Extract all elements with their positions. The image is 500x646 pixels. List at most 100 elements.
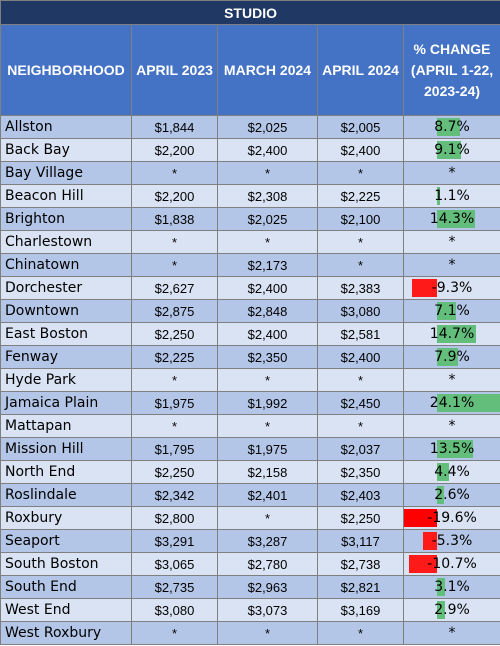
april-2023-cell[interactable]: $3,065 bbox=[131, 552, 218, 576]
percent-change-cell[interactable]: * bbox=[402, 253, 500, 277]
percent-change-cell[interactable]: -9.3% bbox=[402, 276, 500, 300]
april-2023-cell[interactable]: * bbox=[131, 161, 218, 185]
percent-change-cell[interactable]: 14.3% bbox=[402, 207, 500, 231]
april-2024-cell[interactable]: * bbox=[317, 161, 404, 185]
march-2024-cell[interactable]: $2,400 bbox=[217, 322, 318, 346]
april-2023-cell[interactable]: $2,200 bbox=[131, 184, 218, 208]
april-2023-cell[interactable]: $2,250 bbox=[131, 322, 218, 346]
neighborhood-cell[interactable]: West Roxbury bbox=[0, 621, 132, 645]
percent-change-cell[interactable]: 7.9% bbox=[402, 345, 500, 369]
header-neighborhood[interactable]: NEIGHBORHOOD bbox=[0, 24, 132, 116]
april-2023-cell[interactable]: $2,200 bbox=[131, 138, 218, 162]
april-2024-cell[interactable]: * bbox=[317, 621, 404, 645]
percent-change-cell[interactable]: -19.6% bbox=[402, 506, 500, 530]
april-2024-cell[interactable]: $2,400 bbox=[317, 345, 404, 369]
april-2023-cell[interactable]: $1,975 bbox=[131, 391, 218, 415]
percent-change-cell[interactable]: 4.4% bbox=[402, 460, 500, 484]
march-2024-cell[interactable]: $2,963 bbox=[217, 575, 318, 599]
percent-change-cell[interactable]: 9.1% bbox=[402, 138, 500, 162]
march-2024-cell[interactable]: $2,025 bbox=[217, 207, 318, 231]
percent-change-cell[interactable]: * bbox=[402, 621, 500, 645]
header-march-2024[interactable]: MARCH 2024 bbox=[217, 24, 318, 116]
neighborhood-cell[interactable]: Jamaica Plain bbox=[0, 391, 132, 415]
march-2024-cell[interactable]: $2,401 bbox=[217, 483, 318, 507]
april-2024-cell[interactable]: $3,117 bbox=[317, 529, 404, 553]
march-2024-cell[interactable]: * bbox=[217, 230, 318, 254]
april-2024-cell[interactable]: * bbox=[317, 230, 404, 254]
neighborhood-cell[interactable]: Mission Hill bbox=[0, 437, 132, 461]
neighborhood-cell[interactable]: Mattapan bbox=[0, 414, 132, 438]
april-2023-cell[interactable]: $2,250 bbox=[131, 460, 218, 484]
april-2024-cell[interactable]: * bbox=[317, 253, 404, 277]
april-2024-cell[interactable]: $2,400 bbox=[317, 138, 404, 162]
march-2024-cell[interactable]: $2,400 bbox=[217, 276, 318, 300]
percent-change-cell[interactable]: 7.1% bbox=[402, 299, 500, 323]
percent-change-cell[interactable]: * bbox=[402, 414, 500, 438]
march-2024-cell[interactable]: * bbox=[217, 621, 318, 645]
neighborhood-cell[interactable]: South End bbox=[0, 575, 132, 599]
march-2024-cell[interactable]: $2,308 bbox=[217, 184, 318, 208]
april-2023-cell[interactable]: $1,844 bbox=[131, 115, 218, 139]
percent-change-cell[interactable]: 3.1% bbox=[402, 575, 500, 599]
march-2024-cell[interactable]: $1,975 bbox=[217, 437, 318, 461]
neighborhood-cell[interactable]: Hyde Park bbox=[0, 368, 132, 392]
april-2023-cell[interactable]: $1,838 bbox=[131, 207, 218, 231]
march-2024-cell[interactable]: $2,173 bbox=[217, 253, 318, 277]
percent-change-cell[interactable]: 24.1% bbox=[402, 391, 500, 415]
percent-change-cell[interactable]: 8.7% bbox=[402, 115, 500, 139]
neighborhood-cell[interactable]: Charlestown bbox=[0, 230, 132, 254]
april-2023-cell[interactable]: $2,342 bbox=[131, 483, 218, 507]
april-2024-cell[interactable]: * bbox=[317, 414, 404, 438]
march-2024-cell[interactable]: $2,158 bbox=[217, 460, 318, 484]
neighborhood-cell[interactable]: West End bbox=[0, 598, 132, 622]
header-percent-change[interactable]: % CHANGE (APRIL 1-22, 2023-24) bbox=[402, 24, 500, 116]
april-2024-cell[interactable]: $2,350 bbox=[317, 460, 404, 484]
neighborhood-cell[interactable]: Back Bay bbox=[0, 138, 132, 162]
neighborhood-cell[interactable]: South Boston bbox=[0, 552, 132, 576]
march-2024-cell[interactable]: $3,287 bbox=[217, 529, 318, 553]
april-2024-cell[interactable]: * bbox=[317, 368, 404, 392]
neighborhood-cell[interactable]: Roslindale bbox=[0, 483, 132, 507]
neighborhood-cell[interactable]: Beacon Hill bbox=[0, 184, 132, 208]
april-2024-cell[interactable]: $2,738 bbox=[317, 552, 404, 576]
neighborhood-cell[interactable]: Chinatown bbox=[0, 253, 132, 277]
percent-change-cell[interactable]: 1.1% bbox=[402, 184, 500, 208]
header-april-2024[interactable]: APRIL 2024 bbox=[317, 24, 404, 116]
march-2024-cell[interactable]: * bbox=[217, 161, 318, 185]
april-2024-cell[interactable]: $2,100 bbox=[317, 207, 404, 231]
neighborhood-cell[interactable]: Brighton bbox=[0, 207, 132, 231]
percent-change-cell[interactable]: -10.7% bbox=[402, 552, 500, 576]
april-2023-cell[interactable]: $2,225 bbox=[131, 345, 218, 369]
march-2024-cell[interactable]: $2,025 bbox=[217, 115, 318, 139]
neighborhood-cell[interactable]: North End bbox=[0, 460, 132, 484]
neighborhood-cell[interactable]: Bay Village bbox=[0, 161, 132, 185]
april-2023-cell[interactable]: $2,800 bbox=[131, 506, 218, 530]
april-2023-cell[interactable]: $3,291 bbox=[131, 529, 218, 553]
percent-change-cell[interactable]: 13.5% bbox=[402, 437, 500, 461]
march-2024-cell[interactable]: $3,073 bbox=[217, 598, 318, 622]
april-2024-cell[interactable]: $2,821 bbox=[317, 575, 404, 599]
march-2024-cell[interactable]: $2,848 bbox=[217, 299, 318, 323]
april-2024-cell[interactable]: $2,225 bbox=[317, 184, 404, 208]
neighborhood-cell[interactable]: Fenway bbox=[0, 345, 132, 369]
march-2024-cell[interactable]: $2,350 bbox=[217, 345, 318, 369]
april-2024-cell[interactable]: $2,005 bbox=[317, 115, 404, 139]
header-april-2023[interactable]: APRIL 2023 bbox=[131, 24, 218, 116]
april-2024-cell[interactable]: $3,080 bbox=[317, 299, 404, 323]
april-2024-cell[interactable]: $2,250 bbox=[317, 506, 404, 530]
april-2023-cell[interactable]: * bbox=[131, 253, 218, 277]
march-2024-cell[interactable]: * bbox=[217, 368, 318, 392]
march-2024-cell[interactable]: $1,992 bbox=[217, 391, 318, 415]
neighborhood-cell[interactable]: Dorchester bbox=[0, 276, 132, 300]
april-2024-cell[interactable]: $2,037 bbox=[317, 437, 404, 461]
march-2024-cell[interactable]: * bbox=[217, 414, 318, 438]
april-2023-cell[interactable]: * bbox=[131, 414, 218, 438]
neighborhood-cell[interactable]: Downtown bbox=[0, 299, 132, 323]
percent-change-cell[interactable]: * bbox=[402, 161, 500, 185]
percent-change-cell[interactable]: 2.9% bbox=[402, 598, 500, 622]
percent-change-cell[interactable]: -5.3% bbox=[402, 529, 500, 553]
march-2024-cell[interactable]: * bbox=[217, 506, 318, 530]
april-2023-cell[interactable]: $2,735 bbox=[131, 575, 218, 599]
neighborhood-cell[interactable]: Seaport bbox=[0, 529, 132, 553]
percent-change-cell[interactable]: 2.6% bbox=[402, 483, 500, 507]
